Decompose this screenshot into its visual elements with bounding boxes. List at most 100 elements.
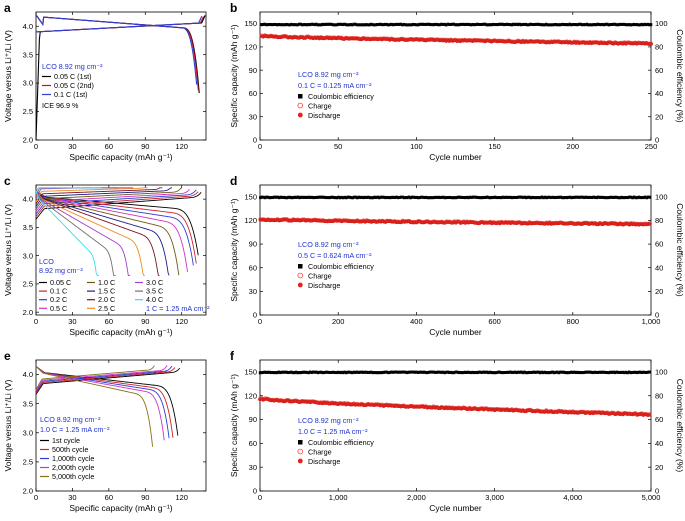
ce-point xyxy=(265,195,268,199)
legend-sub: 0.1 C = 0.125 mA cm⁻² xyxy=(298,81,372,90)
y-tick-label: 150 xyxy=(244,19,257,28)
ce-point xyxy=(499,371,503,375)
x-tick-label: 0 xyxy=(34,142,38,151)
ce-point xyxy=(618,370,622,374)
ce-point xyxy=(343,22,346,26)
x-tick-label: 90 xyxy=(141,317,149,326)
ce-point xyxy=(562,196,566,200)
ce-point xyxy=(354,22,357,26)
ce-point xyxy=(307,23,310,27)
ce-point xyxy=(591,23,595,27)
charge-curve xyxy=(35,189,190,212)
x-tick-label: 120 xyxy=(175,142,188,151)
ce-point xyxy=(635,371,639,375)
y2-axis-title: Coulombic efficiency (%) xyxy=(675,29,685,123)
ce-point xyxy=(418,196,422,200)
ce-point xyxy=(329,371,332,375)
discharge-curve xyxy=(35,190,180,276)
ce-point xyxy=(546,371,550,375)
legend-entry: 0.5 C xyxy=(50,304,67,313)
ce-point xyxy=(277,196,281,200)
y-tick-label: 3.0 xyxy=(23,428,33,437)
ce-point xyxy=(335,196,339,200)
ce-point xyxy=(616,370,620,374)
ce-point xyxy=(526,371,529,375)
y2-axis-title: Coulombic efficiency (%) xyxy=(675,203,685,297)
discharge-point xyxy=(649,42,653,46)
ce-point xyxy=(476,195,480,199)
ce-point xyxy=(493,23,496,27)
x-axis-title: Cycle number xyxy=(429,152,482,162)
y-axis-title: Voltage versus Li⁺/Li (V) xyxy=(3,204,13,296)
ce-point xyxy=(570,196,573,200)
ce-point xyxy=(581,195,584,199)
y-axis-title: Specific capacity (mAh g⁻¹) xyxy=(229,24,239,127)
legend-entry: Coulombic efficiency xyxy=(308,92,374,101)
y2-tick-label: 60 xyxy=(655,66,663,75)
ce-point xyxy=(279,23,282,27)
ce-point xyxy=(451,371,454,375)
x-tick-label: 0 xyxy=(34,317,38,326)
ce-point xyxy=(304,23,307,27)
ce-point xyxy=(377,196,381,200)
ce-point xyxy=(335,371,339,375)
ce-point xyxy=(523,370,526,374)
ce-point xyxy=(594,23,598,27)
ce-point xyxy=(534,370,537,374)
ce-point xyxy=(503,195,506,199)
ce-point xyxy=(313,23,317,27)
charge-curve xyxy=(35,365,173,393)
ce-point xyxy=(610,370,614,374)
ce-point xyxy=(401,370,404,374)
ce-point xyxy=(275,371,279,375)
ce-point xyxy=(623,22,626,26)
ce-point xyxy=(299,371,303,375)
ce-point xyxy=(385,22,388,26)
ce-point xyxy=(543,195,547,199)
legend-entry: Coulombic efficiency xyxy=(308,262,374,271)
legend-sub: 0.5 C = 0.624 mA cm⁻² xyxy=(298,251,372,260)
ce-point xyxy=(587,23,590,27)
ce-point xyxy=(294,23,298,27)
ce-point xyxy=(623,196,627,200)
ce-point xyxy=(395,195,398,199)
ce-point xyxy=(529,22,532,26)
ce-point xyxy=(393,196,397,200)
panel-d: d0 200 400 600 800 1,000030609012015002040608… xyxy=(229,174,685,337)
ce-point xyxy=(381,195,384,199)
ce-point xyxy=(402,196,406,200)
x-tick-label: 30 xyxy=(68,493,76,502)
charge-curve xyxy=(35,187,182,210)
ce-point xyxy=(289,22,293,26)
ce-point xyxy=(582,23,586,27)
ce-point xyxy=(440,195,444,199)
x-axis-title: Cycle number xyxy=(429,503,482,513)
ce-point xyxy=(437,370,440,374)
ce-point xyxy=(354,370,357,374)
x-tick-label: 60 xyxy=(105,317,113,326)
ce-point xyxy=(404,195,408,199)
ce-point xyxy=(334,196,337,200)
ce-point xyxy=(609,23,612,27)
ce-point xyxy=(311,370,315,374)
ce-point xyxy=(498,195,501,199)
ce-point xyxy=(469,23,473,27)
y-tick-label: 120 xyxy=(244,391,257,400)
legend-entry: Discharge xyxy=(308,111,340,120)
ce-point xyxy=(510,23,514,27)
ce-point xyxy=(365,195,369,199)
ce-point xyxy=(330,22,334,26)
ce-point xyxy=(634,196,638,200)
ce-point xyxy=(307,195,311,199)
ce-point xyxy=(318,23,321,27)
plot-frame xyxy=(35,184,207,316)
ce-point xyxy=(474,195,478,199)
y-tick-label: 90 xyxy=(249,66,257,75)
ce-point xyxy=(485,23,489,27)
panel-letter: b xyxy=(230,1,237,15)
ce-point xyxy=(308,370,312,374)
ce-point xyxy=(560,22,564,26)
ce-point xyxy=(508,23,512,27)
ce-point xyxy=(299,22,302,26)
y2-tick-label: 80 xyxy=(655,43,663,52)
